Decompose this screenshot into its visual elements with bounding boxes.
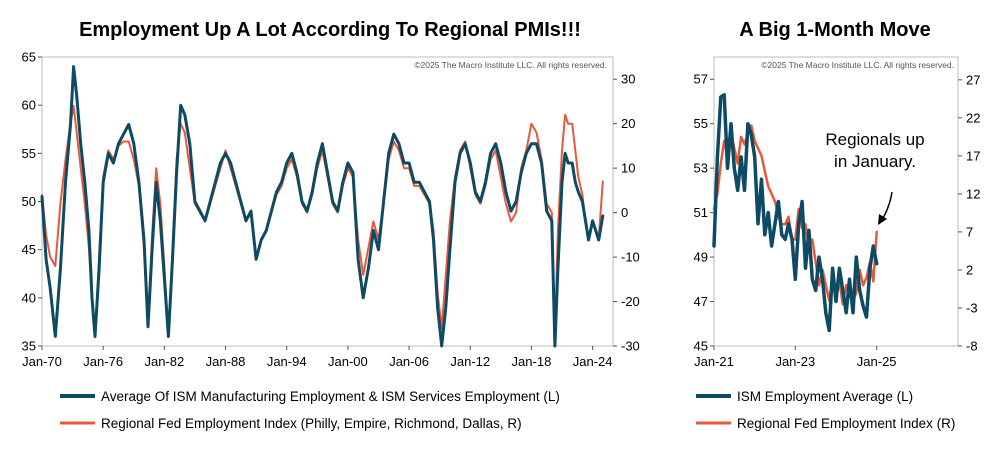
annotation-line-2: in January.: [834, 152, 916, 171]
y-left-tick-label: 40: [22, 290, 36, 305]
annotation-line-1: Regionals up: [825, 130, 924, 149]
right-copyright: ©2025 The Macro Institute LLC. All right…: [761, 60, 954, 70]
left-chart: Employment Up A Lot According To Regiona…: [22, 19, 640, 431]
annotation-arrow: [878, 191, 893, 225]
right-series-lines: [712, 93, 879, 333]
left-legend-ism-label: Average Of ISM Manufacturing Employment …: [101, 389, 560, 404]
x-tick-label: Jan-06: [389, 354, 429, 369]
x-tick-label: Jan-76: [83, 354, 123, 369]
y-right-tick-label: 30: [621, 72, 635, 87]
y-right-tick-label: 2: [966, 262, 973, 277]
y-right-tick-label: 27: [966, 72, 980, 87]
y-left-tick-label: 47: [694, 294, 708, 309]
x-tick-label: Jan-21: [694, 354, 734, 369]
y-left-tick-label: 55: [22, 146, 36, 161]
y-left-tick-label: 50: [22, 194, 36, 209]
y-left-tick-label: 57: [694, 72, 708, 87]
right-legend-ism-label: ISM Employment Average (L): [737, 389, 913, 404]
left-chart-title: Employment Up A Lot According To Regiona…: [79, 19, 581, 41]
left-series-lines: [40, 65, 605, 348]
x-tick-label: Jan-18: [512, 354, 552, 369]
y-right-tick-label: 10: [621, 161, 635, 176]
y-right-tick-label: 12: [966, 186, 980, 201]
y-left-tick-label: 35: [22, 339, 36, 354]
y-right-tick-label: -30: [621, 339, 640, 354]
y-left-tick-label: 65: [22, 50, 36, 65]
y-right-tick-label: 20: [621, 116, 635, 131]
y-left-tick-label: 51: [694, 205, 708, 220]
y-right-tick-label: -8: [966, 339, 978, 354]
y-right-tick-label: 0: [621, 205, 628, 220]
left-legend-regional-label: Regional Fed Employment Index (Philly, E…: [101, 416, 522, 431]
y-right-tick-label: -10: [621, 250, 640, 265]
x-tick-label: Jan-88: [206, 354, 246, 369]
y-right-tick-label: -3: [966, 300, 978, 315]
right-legend: ISM Employment Average (L) Regional Fed …: [696, 389, 955, 431]
right-legend-regional-label: Regional Fed Employment Index (R): [737, 416, 955, 431]
x-tick-label: Jan-24: [573, 354, 613, 369]
x-tick-label: Jan-25: [857, 354, 897, 369]
right-chart: A Big 1-Month Move ©2025 The Macro Insti…: [694, 19, 981, 431]
y-left-tick-label: 45: [22, 242, 36, 257]
y-left-tick-label: 55: [694, 116, 708, 131]
y-left-tick-label: 45: [694, 339, 708, 354]
left-copyright: ©2025 The Macro Institute LLC. All right…: [414, 60, 607, 70]
y-left-tick-label: 49: [694, 250, 708, 265]
x-tick-label: Jan-00: [328, 354, 368, 369]
regional-fed-employment-line: [41, 104, 604, 339]
x-tick-label: Jan-12: [450, 354, 490, 369]
y-left-tick-label: 53: [694, 161, 708, 176]
x-tick-label: Jan-94: [267, 354, 307, 369]
y-right-tick-label: 22: [966, 110, 980, 125]
left-plot-frame: [41, 56, 614, 347]
x-tick-label: Jan-70: [22, 354, 62, 369]
x-tick-label: Jan-82: [144, 354, 184, 369]
ism-employment-line: [40, 65, 605, 348]
right-chart-title: A Big 1-Month Move: [739, 19, 930, 41]
y-right-tick-label: -20: [621, 294, 640, 309]
y-left-tick-label: 60: [22, 98, 36, 113]
left-legend: Average Of ISM Manufacturing Employment …: [60, 389, 560, 431]
x-tick-label: Jan-23: [775, 354, 815, 369]
ism-employment-line: [712, 93, 879, 333]
left-axis-ticks: 35 40 45 50 55 60 65 -30 -20 -10 0 10 20 30 Jan-70 Jan-…: [22, 50, 640, 370]
y-right-tick-label: 7: [966, 224, 973, 239]
y-right-tick-label: 17: [966, 148, 980, 163]
